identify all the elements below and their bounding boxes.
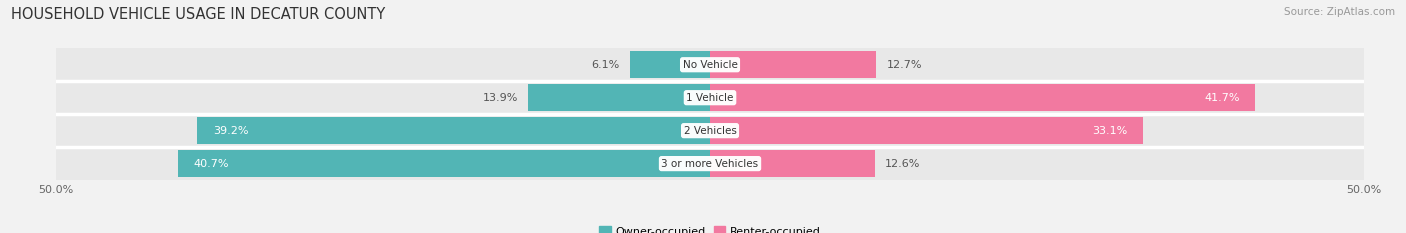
- Text: 12.7%: 12.7%: [887, 60, 922, 70]
- Text: 12.6%: 12.6%: [886, 159, 921, 169]
- Bar: [56, 114, 1364, 147]
- Bar: [529, 84, 710, 111]
- Bar: [56, 48, 1364, 81]
- Text: 41.7%: 41.7%: [1204, 93, 1240, 103]
- Bar: [710, 150, 875, 177]
- Legend: Owner-occupied, Renter-occupied: Owner-occupied, Renter-occupied: [595, 222, 825, 233]
- Bar: [197, 117, 710, 144]
- Text: 1 Vehicle: 1 Vehicle: [686, 93, 734, 103]
- Bar: [56, 81, 1364, 114]
- Text: 39.2%: 39.2%: [214, 126, 249, 136]
- Text: No Vehicle: No Vehicle: [682, 60, 738, 70]
- Text: 33.1%: 33.1%: [1092, 126, 1128, 136]
- Text: 40.7%: 40.7%: [194, 159, 229, 169]
- Bar: [56, 147, 1364, 180]
- Bar: [177, 150, 710, 177]
- Bar: [710, 84, 1256, 111]
- Text: 3 or more Vehicles: 3 or more Vehicles: [661, 159, 759, 169]
- Text: 6.1%: 6.1%: [592, 60, 620, 70]
- Text: HOUSEHOLD VEHICLE USAGE IN DECATUR COUNTY: HOUSEHOLD VEHICLE USAGE IN DECATUR COUNT…: [11, 7, 385, 22]
- Bar: [710, 51, 876, 78]
- Text: Source: ZipAtlas.com: Source: ZipAtlas.com: [1284, 7, 1395, 17]
- Bar: [630, 51, 710, 78]
- Text: 2 Vehicles: 2 Vehicles: [683, 126, 737, 136]
- Text: 13.9%: 13.9%: [482, 93, 517, 103]
- Bar: [710, 117, 1143, 144]
